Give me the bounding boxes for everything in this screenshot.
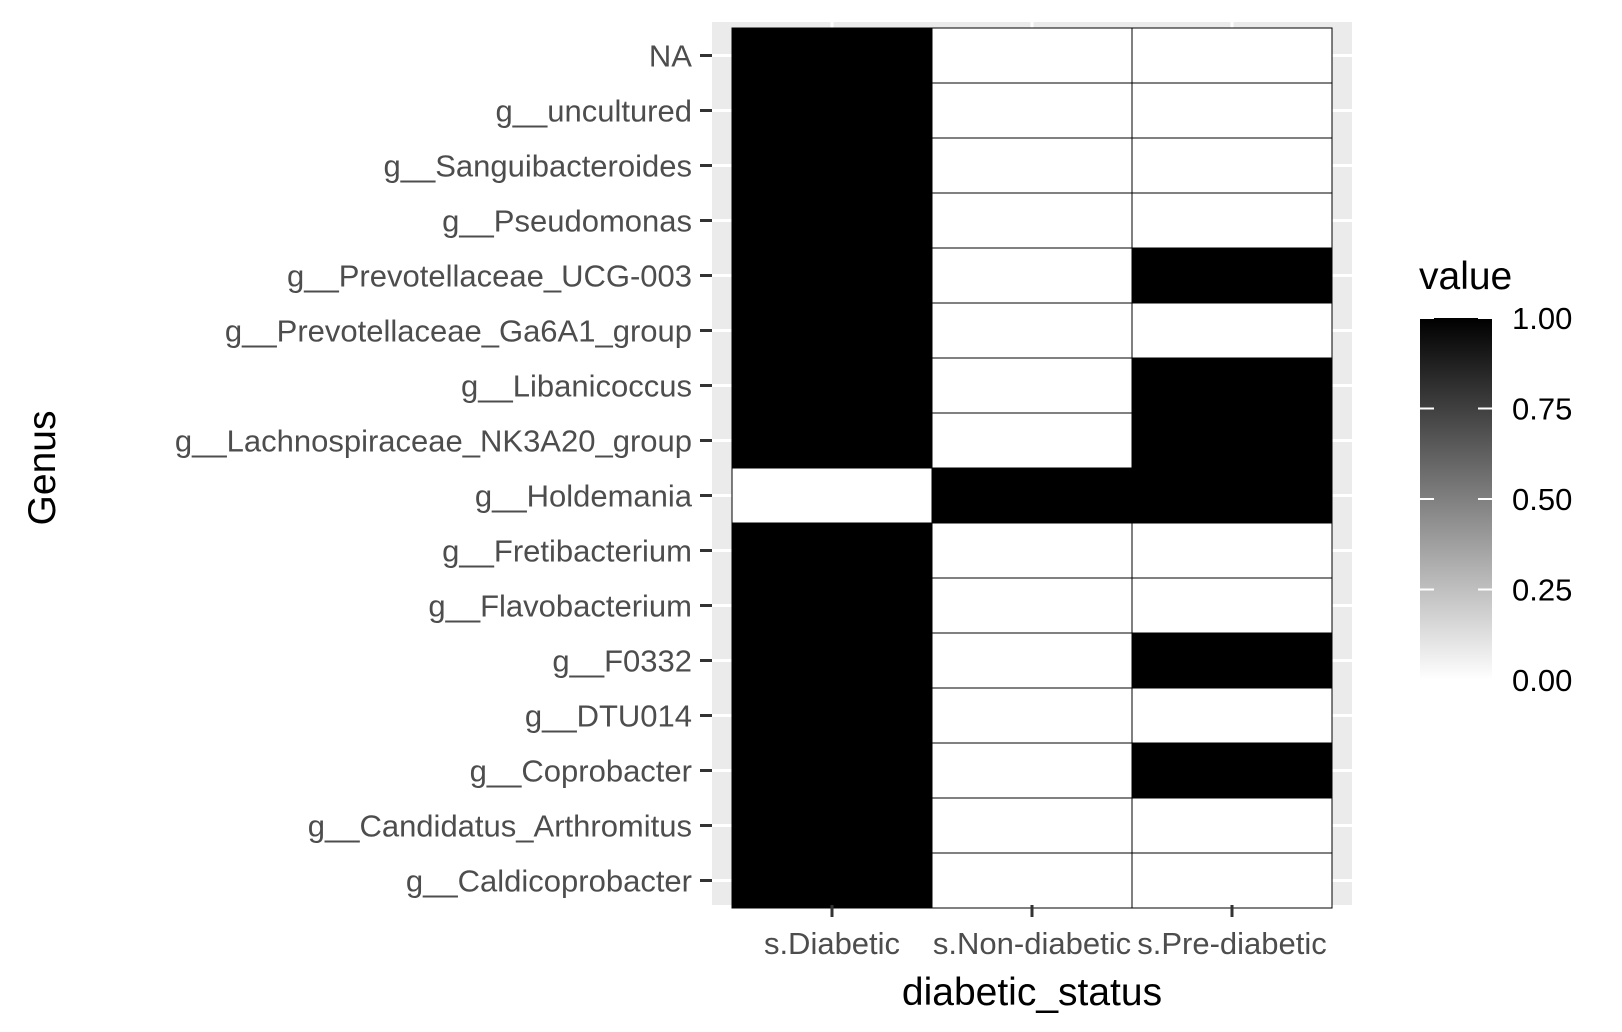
heatmap-cell xyxy=(1131,27,1333,84)
heatmap-cell xyxy=(731,357,933,414)
x-tick-label: s.Non-diabetic xyxy=(933,926,1131,961)
heatmap-cell xyxy=(931,27,1133,84)
heatmap-cell xyxy=(931,687,1133,744)
heatmap-cell xyxy=(931,632,1133,689)
heatmap-cell xyxy=(731,247,933,304)
y-axis-title: Genus xyxy=(21,411,64,526)
heatmap-cell xyxy=(931,82,1133,139)
heatmap-cell xyxy=(731,577,933,634)
heatmap-cell xyxy=(1131,577,1333,634)
y-tick-label: g__DTU014 xyxy=(525,699,692,734)
y-tick-label: g__Candidatus_Arthromitus xyxy=(308,809,692,844)
legend-title: value xyxy=(1419,255,1512,298)
y-axis: NA g__uncultured g__Sanguibacteroides g__Ps… xyxy=(175,39,712,899)
legend-tick-label: 0.75 xyxy=(1512,392,1572,427)
heatmap-cell xyxy=(731,302,933,359)
heatmap-cell xyxy=(731,27,933,84)
legend-tick-label: 1.00 xyxy=(1512,301,1572,336)
heatmap-cell xyxy=(931,522,1133,579)
heatmap-cell xyxy=(931,467,1133,524)
heatmap-cell xyxy=(931,192,1133,249)
heatmap-cell xyxy=(931,137,1133,194)
y-tick-label: NA xyxy=(649,39,692,74)
heatmap-cell xyxy=(1131,687,1333,744)
heatmap-cell xyxy=(1131,82,1333,139)
y-tick-label: g__Sanguibacteroides xyxy=(383,149,692,184)
y-tick-label: g__Lachnospiraceae_NK3A20_group xyxy=(175,424,692,459)
heatmap-cell xyxy=(731,797,933,854)
heatmap-cell xyxy=(731,742,933,799)
heatmap-cell xyxy=(731,192,933,249)
legend-tick-label: 0.25 xyxy=(1512,573,1572,608)
heatmap-cell xyxy=(731,137,933,194)
y-tick-label: g__Pseudomonas xyxy=(442,204,692,239)
heatmap-cell xyxy=(1131,742,1333,799)
heatmap-cell xyxy=(1131,852,1333,909)
x-tick-label: s.Diabetic xyxy=(764,926,900,961)
y-tick-label: g__Flavobacterium xyxy=(428,589,692,624)
x-axis: s.Diabetic s.Non-diabetic s.Pre-diabetic xyxy=(764,905,1327,961)
heatmap-cell xyxy=(931,797,1133,854)
heatmap-cell xyxy=(931,742,1133,799)
x-tick-label: s.Pre-diabetic xyxy=(1137,926,1327,961)
heatmap-cell xyxy=(731,467,933,524)
heatmap-cell xyxy=(931,357,1133,414)
heatmap-cell xyxy=(731,852,933,909)
heatmap-cell xyxy=(931,577,1133,634)
y-tick-label: g__Coprobacter xyxy=(470,754,692,789)
y-tick-label: g__F0332 xyxy=(552,644,692,679)
heatmap-cell xyxy=(1131,412,1333,469)
heatmap-cell xyxy=(1131,357,1333,414)
heatmap-cell xyxy=(731,687,933,744)
legend: value 1.00 0.75 0.50 0.25 0.00 xyxy=(1419,255,1572,698)
heatmap-cell xyxy=(1131,302,1333,359)
y-tick-label: g__Prevotellaceae_Ga6A1_group xyxy=(225,314,692,349)
heatmap-cells xyxy=(731,27,1333,909)
y-tick-label: g__Libanicoccus xyxy=(461,369,692,404)
y-tick-label: g__Holdemania xyxy=(475,479,693,514)
x-axis-title: diabetic_status xyxy=(902,971,1162,1014)
heatmap-cell xyxy=(931,247,1133,304)
y-tick-label: g__Caldicoprobacter xyxy=(406,864,692,899)
heatmap-cell xyxy=(731,632,933,689)
heatmap-cell xyxy=(931,412,1133,469)
heatmap-cell xyxy=(1131,247,1333,304)
heatmap-cell xyxy=(731,412,933,469)
heatmap-cell xyxy=(731,522,933,579)
legend-tick-label: 0.50 xyxy=(1512,482,1572,517)
heatmap-cell xyxy=(1131,632,1333,689)
y-tick-label: g__uncultured xyxy=(496,94,693,129)
heatmap-cell xyxy=(1131,522,1333,579)
heatmap-cell xyxy=(1131,137,1333,194)
heatmap-cell xyxy=(1131,467,1333,524)
heatmap-cell xyxy=(1131,797,1333,854)
y-tick-label: g__Fretibacterium xyxy=(442,534,692,569)
heatmap-cell xyxy=(931,302,1133,359)
legend-ticks: 1.00 0.75 0.50 0.25 0.00 xyxy=(1420,301,1572,698)
heatmap-cell xyxy=(731,82,933,139)
heatmap-cell xyxy=(1131,192,1333,249)
y-tick-label: g__Prevotellaceae_UCG-003 xyxy=(287,259,692,294)
heatmap-cell xyxy=(931,852,1133,909)
legend-tick-label: 0.00 xyxy=(1512,663,1572,698)
